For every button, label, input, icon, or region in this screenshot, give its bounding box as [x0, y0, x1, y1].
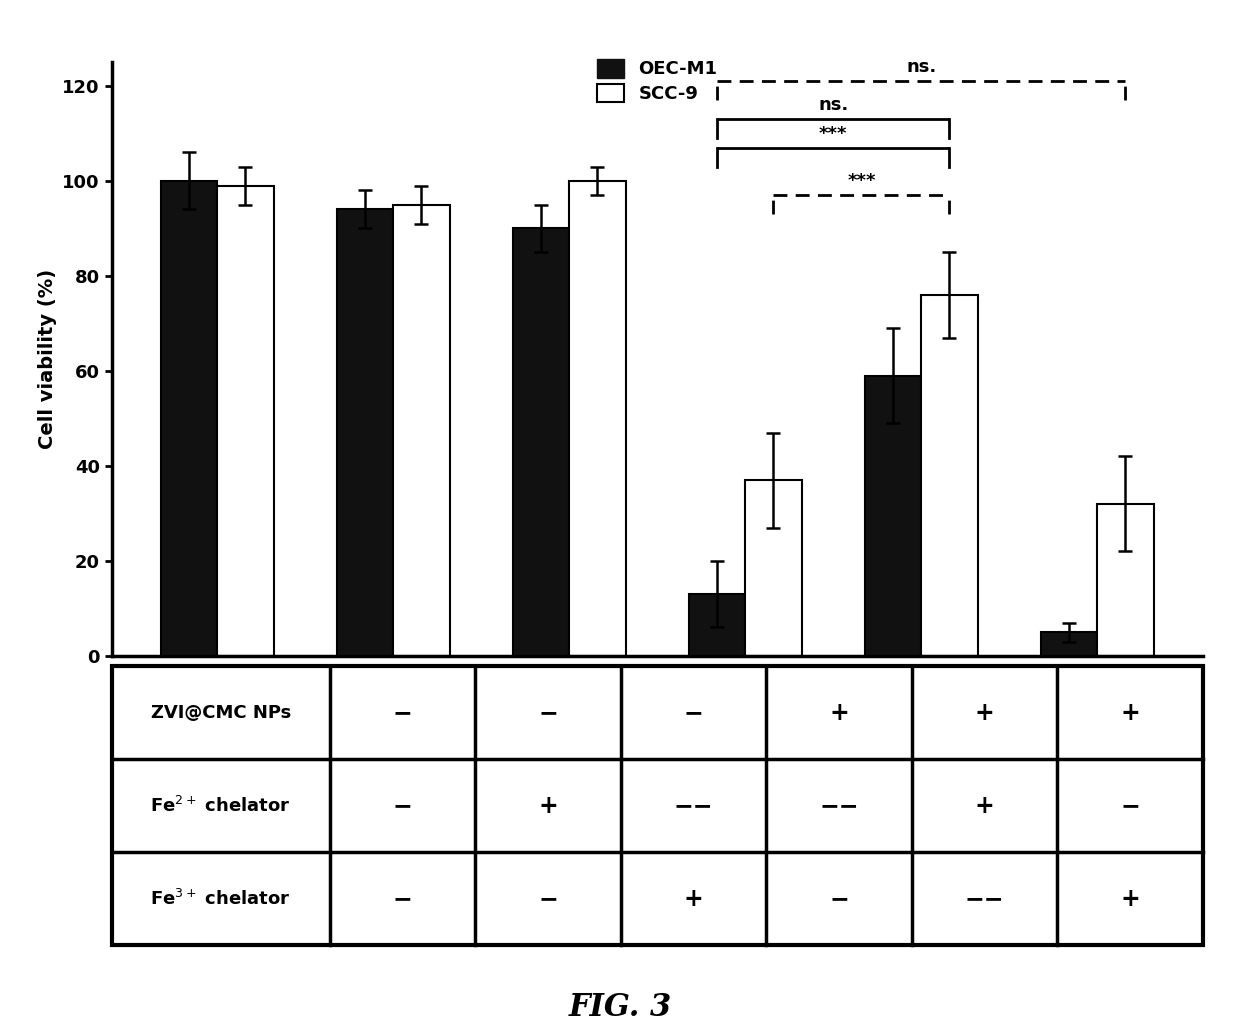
- Bar: [864, 376, 921, 656]
- Text: −: −: [830, 886, 849, 911]
- Bar: [393, 205, 450, 656]
- Text: −: −: [683, 700, 703, 725]
- Text: −: −: [1120, 793, 1140, 818]
- Bar: [513, 228, 569, 656]
- Text: −−: −−: [673, 793, 713, 818]
- Text: +: +: [683, 886, 703, 911]
- Text: +: +: [1120, 700, 1140, 725]
- Text: +: +: [1120, 886, 1140, 911]
- Text: ns.: ns.: [906, 58, 936, 76]
- Text: ***: ***: [818, 125, 847, 143]
- Text: −−: −−: [820, 793, 859, 818]
- Text: ZVI@CMC NPs: ZVI@CMC NPs: [150, 703, 291, 722]
- Text: ns.: ns.: [818, 96, 848, 115]
- Text: Fe$^{2+}$ chelator: Fe$^{2+}$ chelator: [150, 795, 291, 816]
- Bar: [1097, 504, 1153, 656]
- Bar: [337, 210, 393, 656]
- Bar: [1040, 632, 1097, 656]
- Bar: [217, 186, 274, 656]
- Text: FIG. 3: FIG. 3: [568, 992, 672, 1023]
- Text: +: +: [830, 700, 849, 725]
- Text: −: −: [393, 886, 413, 911]
- Text: +: +: [538, 793, 558, 818]
- Legend: OEC-M1, SCC-9: OEC-M1, SCC-9: [596, 59, 718, 103]
- Text: +: +: [975, 793, 994, 818]
- Text: +: +: [975, 700, 994, 725]
- Text: Fe$^{3+}$ chelator: Fe$^{3+}$ chelator: [150, 888, 291, 909]
- Bar: [689, 594, 745, 656]
- Bar: [161, 181, 217, 656]
- Bar: [569, 181, 625, 656]
- Text: ***: ***: [847, 173, 875, 190]
- Text: −: −: [393, 700, 413, 725]
- Text: −: −: [393, 793, 413, 818]
- Text: −: −: [538, 700, 558, 725]
- Text: −: −: [538, 886, 558, 911]
- Bar: [921, 294, 977, 656]
- Text: −−: −−: [965, 886, 1004, 911]
- Bar: [745, 480, 801, 656]
- Y-axis label: Cell viability (%): Cell viability (%): [37, 269, 57, 449]
